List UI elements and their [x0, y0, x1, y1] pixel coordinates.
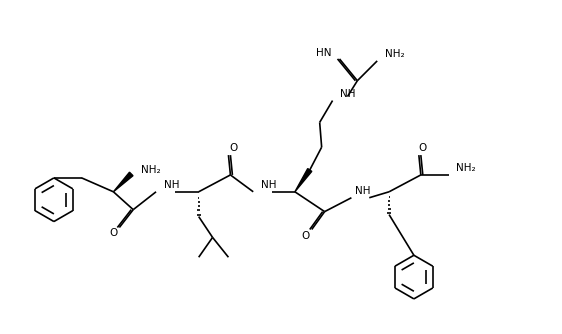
Text: NH₂: NH₂ [456, 163, 475, 173]
Text: NH: NH [164, 180, 179, 190]
Text: NH₂: NH₂ [385, 49, 405, 59]
Text: O: O [419, 143, 427, 153]
Text: O: O [302, 231, 310, 241]
Text: O: O [229, 143, 238, 153]
Text: HN: HN [316, 48, 332, 58]
Text: O: O [109, 228, 117, 238]
Text: NH₂: NH₂ [141, 165, 161, 175]
Text: NH: NH [339, 89, 355, 99]
Text: NH: NH [355, 186, 371, 196]
Text: NH: NH [261, 180, 277, 190]
Polygon shape [114, 172, 133, 192]
Polygon shape [295, 169, 312, 192]
